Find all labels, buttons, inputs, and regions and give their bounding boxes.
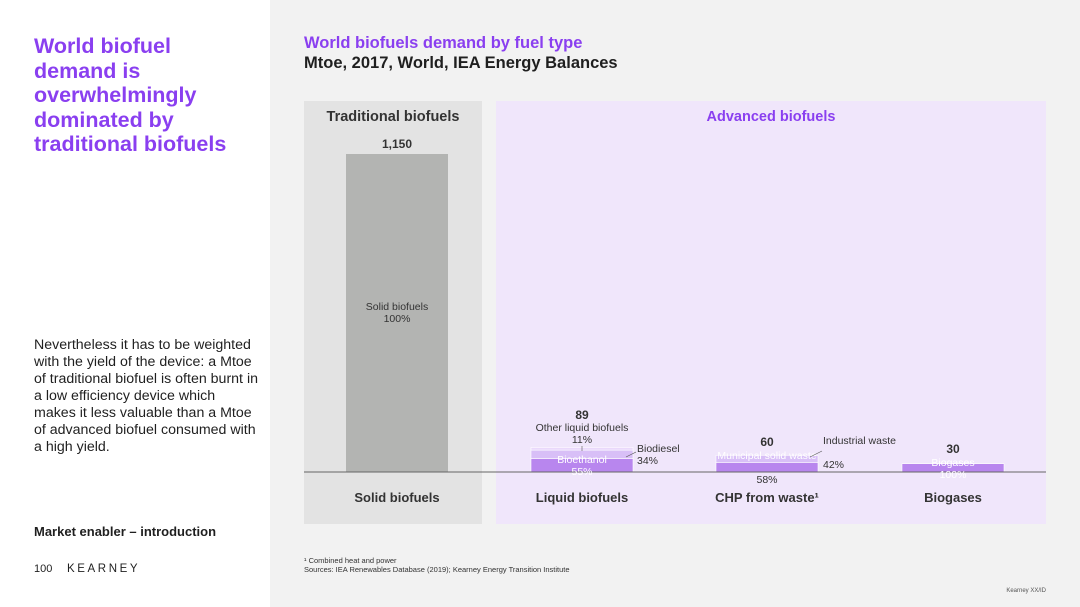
left-panel (0, 0, 270, 607)
page-number: 100 (34, 563, 53, 575)
category-label-chp: CHP from waste¹ (715, 490, 819, 505)
category-label-biogases: Biogases (924, 490, 982, 505)
segment-share-solid: 100% (384, 313, 411, 325)
total-label-solid: 1,150 (382, 137, 412, 151)
total-label-liquid: 89 (575, 408, 589, 422)
leader-industrial (809, 450, 823, 458)
chart-title: World biofuels demand by fuel type (304, 34, 583, 52)
segment-label-bioethanol: Bioethanol (557, 454, 607, 466)
segment-label-solid: Solid biofuels (366, 301, 428, 313)
brand-logo: KEARNEY (67, 563, 141, 575)
segment-share-biodiesel: 34% (637, 455, 658, 467)
footnote-chp: ¹ Combined heat and power (304, 556, 397, 565)
slide-headline: World biofuel demand is overwhelmingly d… (34, 34, 227, 156)
chart-subtitle: Mtoe, 2017, World, IEA Energy Balances (304, 54, 618, 72)
segment-label-biogases: Biogases (931, 457, 974, 469)
segment-share-bioethanol: 55% (571, 466, 592, 478)
group-label-advanced: Advanced biofuels (707, 109, 836, 125)
segment-share-biogases: 100% (940, 469, 967, 481)
bar-segment-municipal-solid-waste (715, 462, 819, 473)
footnotes: ¹ Combined heat and power Sources: IEA R… (304, 556, 570, 574)
category-label-solid: Solid biofuels (354, 490, 439, 505)
copyright-text: Kearney XX/ID (1006, 588, 1046, 594)
total-label-chp: 60 (760, 435, 774, 449)
bars-layer (346, 154, 1005, 473)
segment-label-municipal: Municipal solid waste (717, 450, 816, 462)
segment-share-other-liquid: 11% (572, 434, 592, 446)
total-label-biogases: 30 (946, 442, 960, 456)
section-label: Market enabler – introduction (34, 524, 217, 539)
category-label-liquid: Liquid biofuels (536, 490, 628, 505)
segment-label-biodiesel: Biodiesel (637, 443, 680, 455)
segment-label-other-liquid: Other liquid biofuels (536, 422, 629, 434)
bar-segment-solid-biofuels (346, 154, 448, 472)
leader-biodiesel (625, 451, 637, 458)
footnote-sources: Sources: IEA Renewables Database (2019);… (304, 565, 570, 574)
segment-share-industrial: 42% (823, 459, 844, 471)
segment-share-municipal: 58% (756, 474, 777, 486)
slide-body-text: Nevertheless it has to be weighted with … (34, 337, 258, 455)
segment-label-municipal-line1: Municipal solid waste (717, 450, 816, 462)
bar-segment-industrial-waste (715, 455, 819, 463)
group-label-traditional: Traditional biofuels (327, 109, 460, 125)
segment-label-industrial: Industrial waste (823, 435, 896, 447)
